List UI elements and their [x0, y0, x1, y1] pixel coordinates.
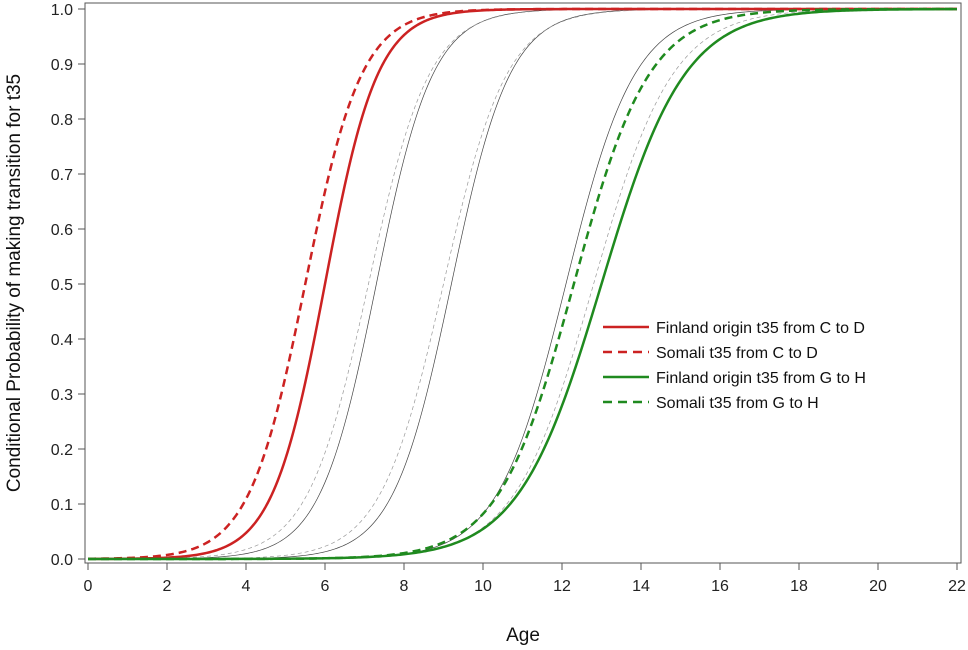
series-group	[87, 7, 957, 561]
legend-label: Somali t35 from G to H	[656, 395, 819, 412]
x-tick-label: 8	[400, 578, 409, 595]
x-axis: 0 2 4 6 8 10 12 14 16 18 20 22	[84, 563, 966, 595]
x-tick-label: 4	[242, 578, 251, 595]
x-tick-label: 10	[474, 578, 492, 595]
x-tick-label: 18	[790, 578, 808, 595]
x-tick-label: 16	[711, 578, 729, 595]
reference-line	[87, 8, 957, 560]
x-tick-label: 0	[84, 578, 93, 595]
y-tick-label: 0.1	[51, 497, 73, 514]
plot-area	[84, 2, 962, 564]
y-tick-label: 1.0	[51, 2, 73, 19]
y-tick-label: 0.9	[51, 57, 73, 74]
legend-label: Finland origin t35 from C to D	[656, 320, 865, 337]
legend-label: Finland origin t35 from G to H	[656, 370, 866, 387]
y-tick-label: 0.5	[51, 277, 73, 294]
reference-line	[88, 8, 957, 560]
x-tick-label: 20	[869, 578, 887, 595]
x-tick-label: 22	[948, 578, 966, 595]
y-tick-label: 0.7	[51, 167, 73, 184]
legend: Finland origin t35 from C to D Somali t35…	[603, 320, 866, 412]
x-tick-label: 2	[163, 578, 172, 595]
legend-label: Somali t35 from C to D	[656, 345, 818, 362]
x-tick-label: 12	[553, 578, 571, 595]
x-tick-label: 6	[321, 578, 330, 595]
y-tick-label: 0.8	[51, 112, 73, 129]
y-tick-label: 0.6	[51, 222, 73, 239]
y-axis-title: Conditional Probability of making transi…	[4, 74, 25, 492]
x-tick-label: 14	[632, 578, 650, 595]
series-line	[88, 7, 957, 561]
x-axis-title: Age	[506, 625, 540, 646]
plot-frame	[84, 2, 962, 564]
y-tick-label: 0.0	[51, 552, 73, 569]
series-line	[87, 7, 957, 560]
y-tick-label: 0.3	[51, 387, 73, 404]
y-tick-label: 0.4	[51, 332, 73, 349]
y-axis: 0.0 0.1 0.2 0.3 0.4 0.5 0.6 0.7 0.8 0.9 1.0	[51, 2, 85, 569]
y-tick-label: 0.2	[51, 442, 73, 459]
